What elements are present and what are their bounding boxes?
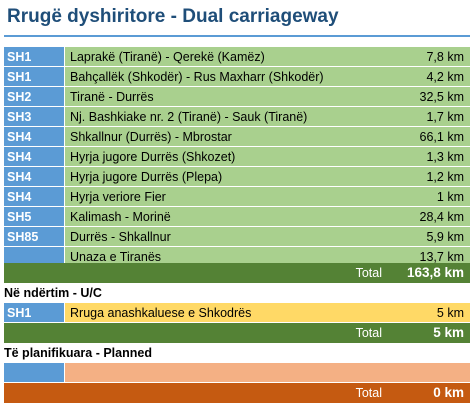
table-row: SH3 Nj. Bashkiake nr. 2 (Tiranë) - Sauk (…: [4, 107, 470, 127]
road-cell: Rruga anashkaluese e Shkodrës 5 km: [65, 303, 470, 323]
length-unit: km: [447, 190, 464, 204]
road-name: Shkallnur (Durrës) - Mbrostar: [70, 130, 232, 144]
road-name: Kalimash - Morinë: [70, 210, 171, 224]
road-length: 5: [436, 306, 444, 320]
road-code: SH85: [4, 227, 64, 247]
road-name: Unaza e Tiranës: [70, 250, 162, 264]
length-unit: km: [447, 306, 464, 320]
road-length-wrap: 5,9 km: [426, 227, 464, 247]
road-name: Hyrja jugore Durrës (Shkozet): [70, 150, 236, 164]
road-length-wrap: 28,4 km: [420, 207, 465, 227]
road-length-wrap: 4,2 km: [426, 67, 464, 87]
road-code: SH1: [4, 47, 64, 67]
road-cell: [65, 363, 470, 383]
table-row: SH4 Hyrja veriore Fier 1 km: [4, 187, 470, 207]
construction-total-label: Total: [355, 326, 382, 340]
road-code: SH5: [4, 207, 64, 227]
table-row: SH85 Durrës - Shkallnur 5,9 km: [4, 227, 470, 247]
construction-total-row: Total 5 km: [4, 323, 470, 343]
table-row: SH2 Tiranë - Durrës 32,5 km: [4, 87, 470, 107]
road-name: Hyrja jugore Durrës (Plepa): [70, 170, 223, 184]
length-unit: km: [447, 130, 464, 144]
length-unit: km: [447, 250, 464, 264]
road-code: SH4: [4, 147, 64, 167]
road-length-wrap: 1,2 km: [426, 167, 464, 187]
road-code: SH4: [4, 167, 64, 187]
road-length-wrap: 1 km: [437, 187, 464, 207]
road-length: 13,7: [419, 250, 444, 264]
length-unit: km: [447, 70, 464, 84]
road-cell: Durrës - Shkallnur 5,9 km: [65, 227, 470, 247]
road-cell: Shkallnur (Durrës) - Mbrostar 66,1 km: [65, 127, 470, 147]
table-row: SH4 Hyrja jugore Durrës (Shkozet) 1,3 km: [4, 147, 470, 167]
length-unit: km: [447, 110, 464, 124]
page-title: Rrugë dyshiritore - Dual carriageway: [7, 6, 339, 27]
road-name: Laprakë (Tiranë) - Qerekë (Kamëz): [70, 50, 265, 64]
table-row: SH4 Hyrja jugore Durrës (Plepa) 1,2 km: [4, 167, 470, 187]
road-name: Bahçallëk (Shkodër) - Rus Maxharr (Shkod…: [70, 70, 324, 84]
planned-heading: Të planifikuara - Planned: [4, 346, 152, 360]
length-unit: km: [447, 150, 464, 164]
length-unit: km: [447, 210, 464, 224]
construction-total-value: 5 km: [433, 325, 464, 340]
planned-total-label: Total: [355, 386, 382, 400]
road-cell: Hyrja jugore Durrës (Shkozet) 1,3 km: [65, 147, 470, 167]
length-unit: km: [447, 90, 464, 104]
road-length: 1,7: [426, 110, 444, 124]
table-row: SH1 Laprakë (Tiranë) - Qerekë (Kamëz) 7,8 …: [4, 47, 470, 67]
planned-total-row: Total 0 km: [4, 383, 470, 403]
dual-total-value: 163,8 km: [406, 265, 464, 280]
road-cell: Hyrja veriore Fier 1 km: [65, 187, 470, 207]
road-name: Nj. Bashkiake nr. 2 (Tiranë) - Sauk (Tir…: [70, 110, 308, 124]
table-row: SH1 Bahçallëk (Shkodër) - Rus Maxharr (Sh…: [4, 67, 470, 87]
table-row: SH4 Shkallnur (Durrës) - Mbrostar 66,1 km: [4, 127, 470, 147]
road-name: Rruga anashkaluese e Shkodrës: [70, 306, 252, 320]
road-code: SH1: [4, 67, 64, 87]
road-cell: Hyrja jugore Durrës (Plepa) 1,2 km: [65, 167, 470, 187]
title-underline: [4, 35, 470, 37]
road-length-wrap: 5 km: [437, 303, 464, 323]
road-length: 28,4: [419, 210, 444, 224]
dual-total-row: Total 163,8 km: [4, 263, 470, 283]
planned-total-value: 0 km: [433, 385, 464, 400]
road-length: 32,5: [419, 90, 444, 104]
road-cell: Bahçallëk (Shkodër) - Rus Maxharr (Shkod…: [65, 67, 470, 87]
road-code: SH2: [4, 87, 64, 107]
road-code: SH4: [4, 187, 64, 207]
road-length: 5,9: [426, 230, 444, 244]
road-cell: Nj. Bashkiake nr. 2 (Tiranë) - Sauk (Tir…: [65, 107, 470, 127]
road-length-wrap: 32,5 km: [420, 87, 465, 107]
road-length: 4,2: [426, 70, 444, 84]
length-unit: km: [447, 170, 464, 184]
road-length: 1: [436, 190, 444, 204]
table-row: SH1 Rruga anashkaluese e Shkodrës 5 km: [4, 303, 470, 323]
road-name: Hyrja veriore Fier: [70, 190, 166, 204]
road-name: Tiranë - Durrës: [70, 90, 154, 104]
road-length-wrap: 66,1 km: [420, 127, 465, 147]
road-cell: Kalimash - Morinë 28,4 km: [65, 207, 470, 227]
length-unit: km: [447, 50, 464, 64]
road-code: SH1: [4, 303, 64, 323]
road-cell: Laprakë (Tiranë) - Qerekë (Kamëz) 7,8 km: [65, 47, 470, 67]
road-length: 7,8: [426, 50, 444, 64]
road-length-wrap: 1,3 km: [426, 147, 464, 167]
table-row: Unaza e Tiranës 13,7 km: [4, 247, 470, 267]
length-unit: km: [447, 230, 464, 244]
road-length: 66,1: [419, 130, 444, 144]
road-length: 1,2: [426, 170, 444, 184]
road-cell: Tiranë - Durrës 32,5 km: [65, 87, 470, 107]
road-length-wrap: 7,8 km: [426, 47, 464, 67]
road-code: SH4: [4, 127, 64, 147]
road-length-wrap: 13,7 km: [420, 247, 465, 267]
table-row: SH5 Kalimash - Morinë 28,4 km: [4, 207, 470, 227]
road-code: SH3: [4, 107, 64, 127]
road-code: [4, 363, 64, 383]
road-name: Durrës - Shkallnur: [70, 230, 171, 244]
table-row: [4, 363, 470, 383]
road-length: 1,3: [426, 150, 444, 164]
construction-heading: Në ndërtim - U/C: [4, 286, 102, 300]
road-length-wrap: 1,7 km: [426, 107, 464, 127]
dual-total-label: Total: [355, 266, 382, 280]
